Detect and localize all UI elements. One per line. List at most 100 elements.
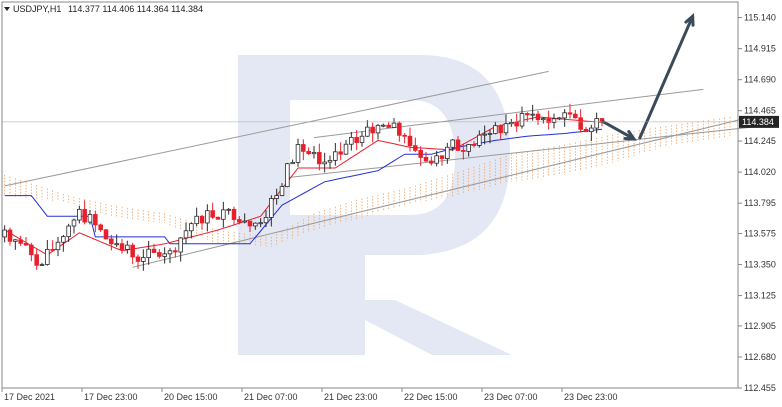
candle-body (589, 127, 594, 133)
candle-body (578, 117, 583, 130)
x-tick-label: 17 Dec 2021 (4, 392, 55, 402)
candle-body (322, 161, 327, 165)
candle-body (55, 241, 61, 251)
candle-body (93, 214, 98, 226)
y-tick-label: 114.020 (744, 167, 776, 177)
candle-body (71, 219, 77, 227)
candle-body (146, 248, 151, 259)
y-tick-label: 112.455 (744, 383, 776, 393)
candle-body (39, 264, 45, 266)
candle-body (82, 208, 87, 223)
current-price-label: 114.384 (742, 117, 774, 127)
candle-body (551, 118, 557, 123)
candles (2, 103, 605, 271)
candle-body (471, 144, 477, 146)
candle-body (407, 135, 413, 147)
chart-frame (1, 1, 739, 389)
candle-body (253, 222, 258, 227)
candle-body (546, 118, 551, 123)
candle-body (109, 238, 114, 245)
candle-body (418, 149, 423, 158)
candle-body (509, 122, 514, 125)
candle-body (359, 135, 365, 143)
trendline (287, 126, 757, 179)
candle-body (306, 150, 311, 155)
x-tick-label: 21 Dec 07:00 (244, 392, 298, 402)
candle-body (87, 214, 93, 223)
candle-body (445, 146, 450, 159)
candle-body (461, 150, 466, 152)
candle-body (519, 113, 525, 127)
candle-body (466, 144, 471, 152)
candle-body (365, 126, 370, 137)
candle-body (231, 208, 237, 220)
candle-body (215, 216, 221, 220)
candle-body (541, 118, 546, 121)
candle-body (274, 195, 279, 199)
y-tick-label: 114.245 (744, 136, 776, 146)
candle-body (29, 244, 34, 256)
candle-body (434, 155, 439, 164)
candle-body (205, 210, 210, 224)
candle-body (242, 220, 247, 223)
candle-body (391, 122, 397, 128)
candle-body (370, 126, 375, 134)
y-tick-label: 113.125 (744, 291, 776, 301)
candle-body (50, 248, 55, 251)
candle-body (498, 125, 503, 134)
candle-body (514, 122, 519, 127)
candle-body (7, 229, 13, 242)
candle-body (18, 239, 23, 244)
candle-body (397, 122, 402, 136)
candle-body (503, 123, 509, 134)
candle-body (221, 209, 226, 220)
candle-body (482, 133, 487, 136)
candle-body (162, 253, 167, 257)
x-tick-label: 20 Dec 15:00 (164, 392, 218, 402)
tenkan-path (4, 116, 603, 256)
candle-body (573, 113, 578, 119)
trendline (132, 116, 752, 268)
candle-body (151, 248, 157, 253)
watermark-logo (238, 55, 512, 355)
candle-body (247, 220, 253, 227)
candle-body (327, 159, 333, 163)
forecast-arrow-shaft (601, 119, 635, 141)
symbol-label: USDJPY,H1 (13, 4, 61, 14)
x-tick-label: 23 Dec 23:00 (564, 392, 618, 402)
dropdown-triangle-icon[interactable] (4, 7, 10, 11)
candle-body (103, 229, 109, 240)
candle-body (557, 117, 562, 120)
candle-body (343, 143, 349, 155)
y-axis: 115.140 114.915 114.690 114.465 114.245 114.0… (738, 13, 776, 393)
y-tick-label: 114.465 (744, 106, 776, 116)
candle-body (269, 198, 274, 218)
candle-body (301, 144, 306, 152)
candle-body (349, 136, 354, 145)
candle-body (487, 133, 493, 135)
candle-body (2, 229, 7, 238)
candle-body (61, 236, 66, 243)
candle-body (210, 210, 215, 218)
y-tick-label: 113.575 (744, 228, 776, 238)
candle-body (135, 256, 141, 262)
chart-header: USDJPY,H1 114.377 114.406 114.364 114.38… (4, 4, 203, 14)
candle-body (535, 113, 541, 121)
plot-border (1, 1, 739, 389)
forecast-arrow-shaft (637, 15, 695, 140)
candle-body (413, 145, 418, 151)
candle-body (594, 118, 599, 129)
candle-body (333, 151, 338, 161)
candle-body (13, 239, 18, 242)
y-tick-label: 113.350 (744, 260, 776, 270)
candle-body (279, 186, 285, 196)
candle-body (98, 224, 103, 231)
candle-body (45, 248, 50, 265)
candle-body (173, 250, 178, 253)
candle-body (386, 124, 391, 128)
candle-body (77, 208, 82, 221)
candle-body (226, 208, 231, 211)
candle-body (375, 124, 381, 134)
trend-channel-lines (4, 70, 757, 268)
